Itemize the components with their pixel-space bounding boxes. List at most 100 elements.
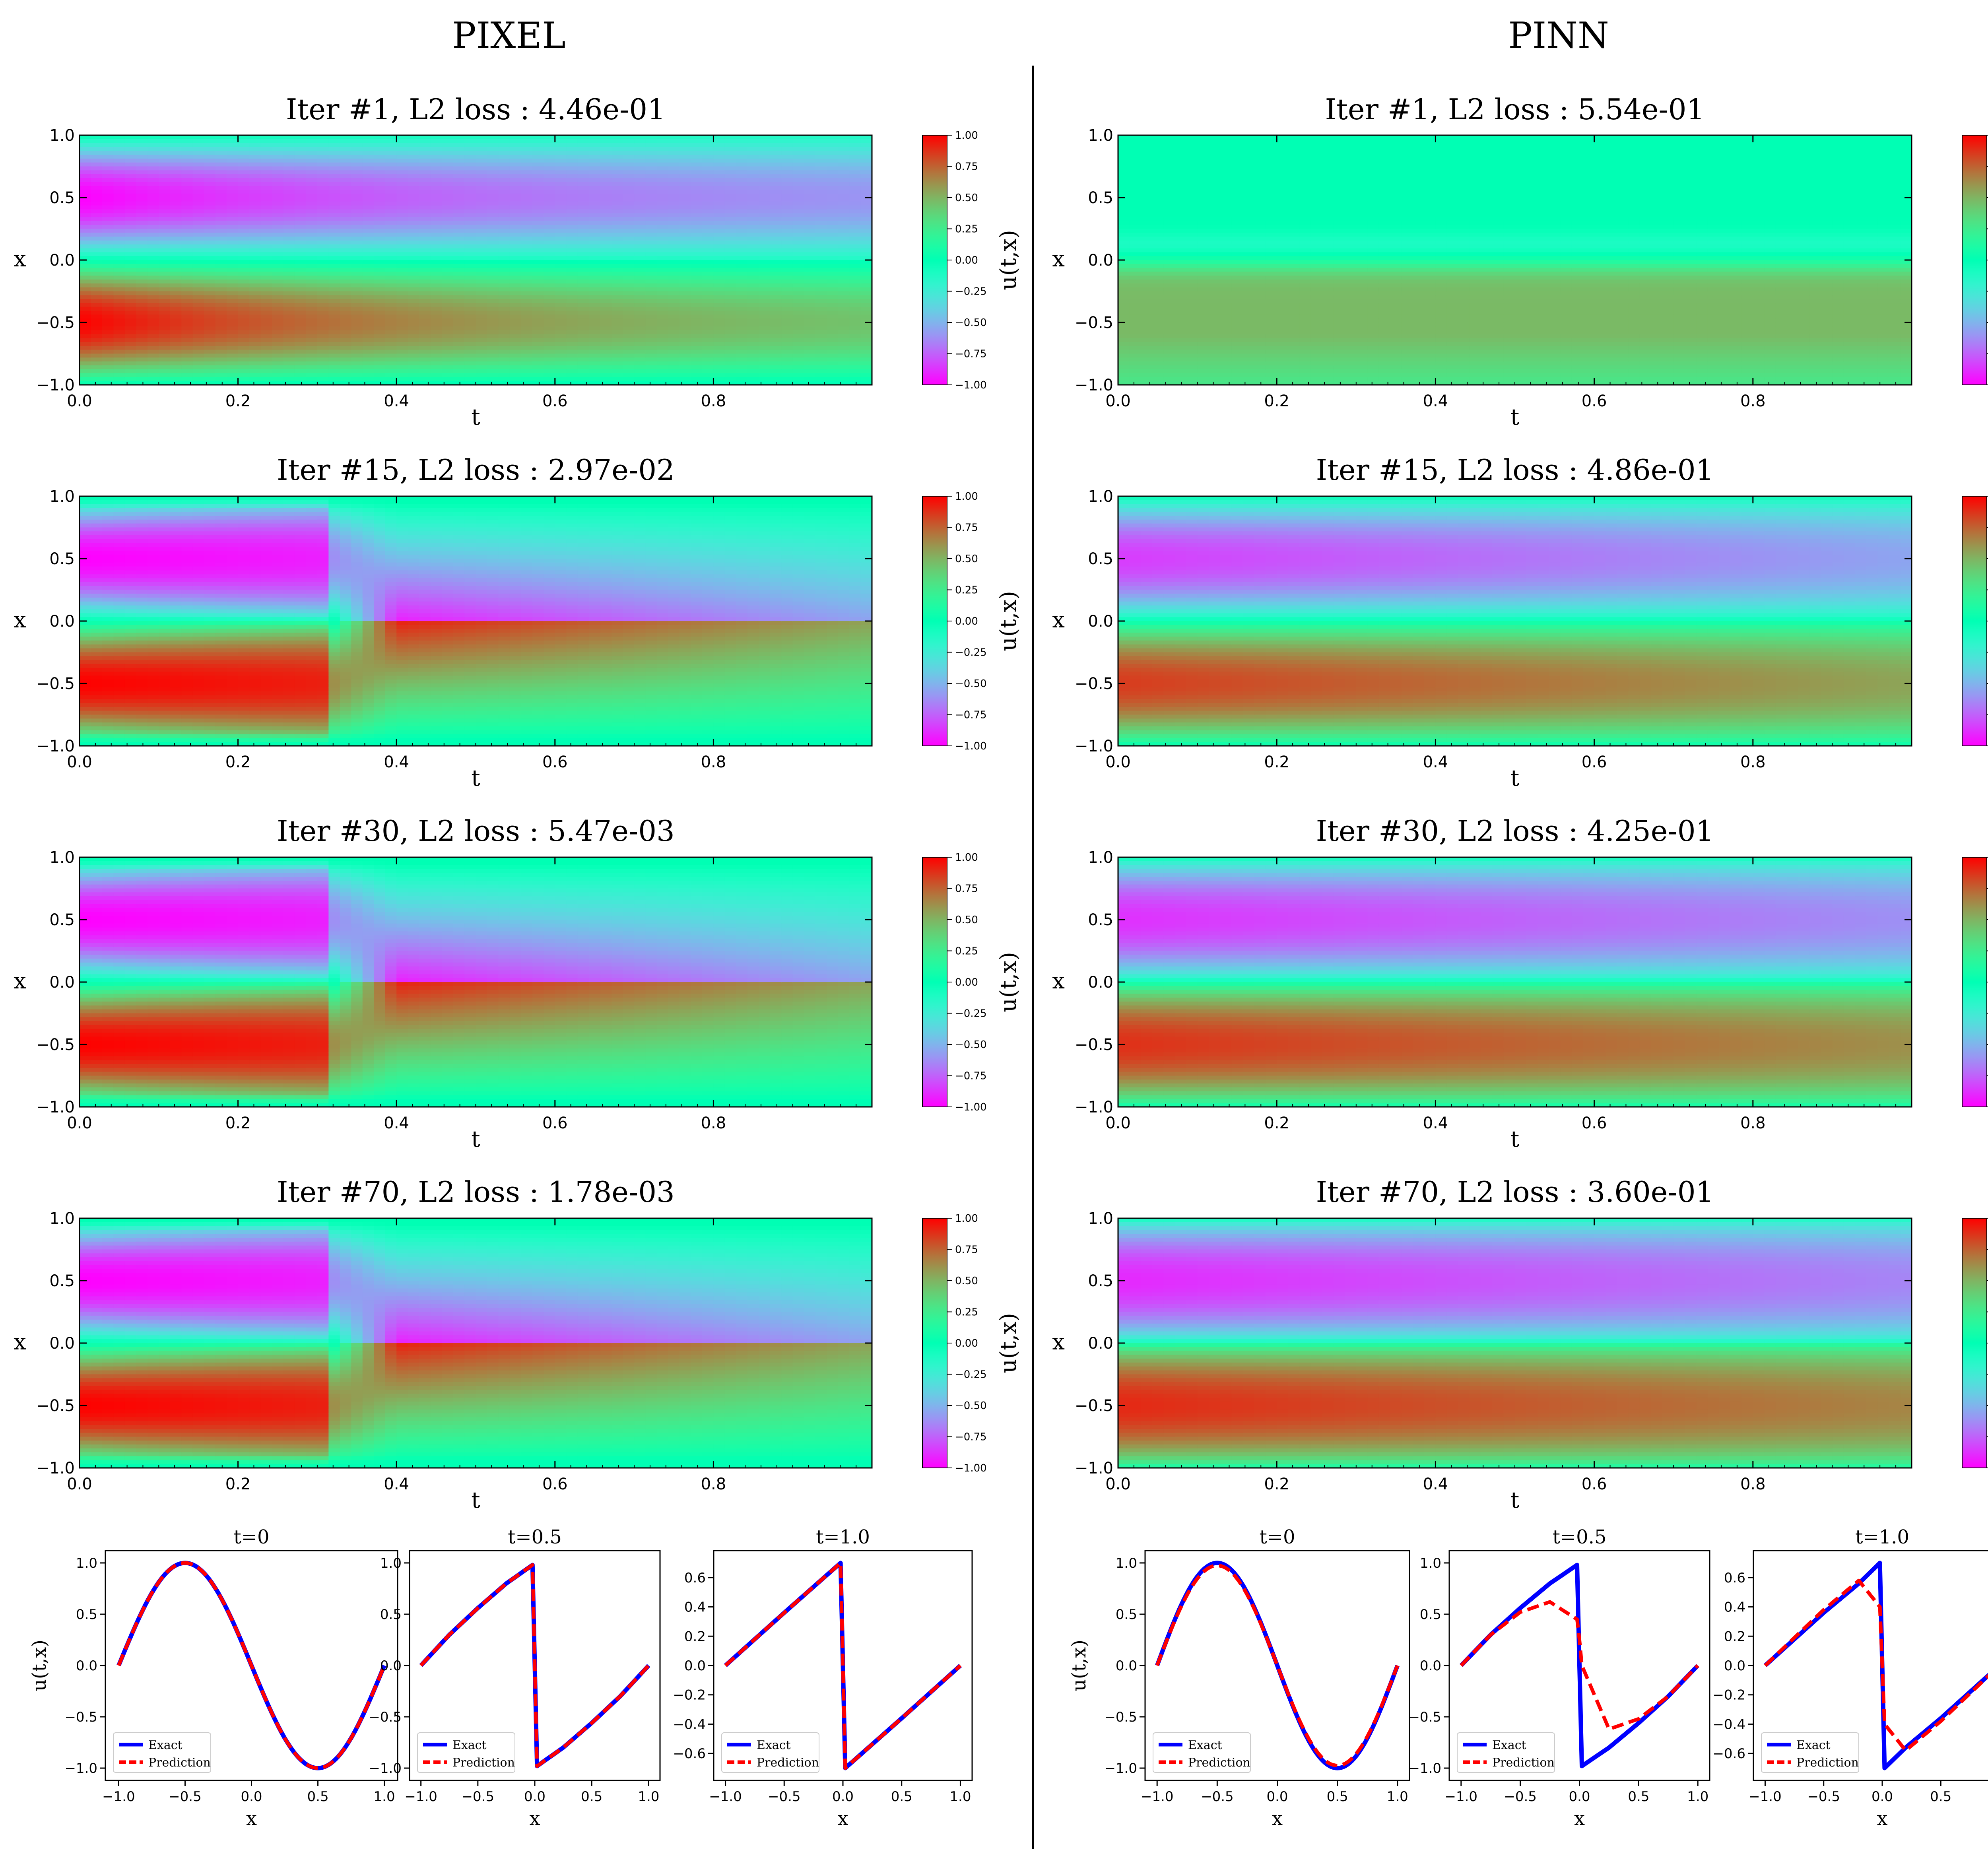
heatmap-cell <box>170 326 182 331</box>
heatmap-cell <box>238 311 250 315</box>
heatmap-cell <box>249 190 261 194</box>
heatmap-cell <box>136 272 148 276</box>
heatmap-cell <box>215 198 227 202</box>
heatmap-cell <box>136 159 148 163</box>
heatmap-cell <box>227 369 239 374</box>
heatmap-cell <box>148 342 159 346</box>
heatmap-cell <box>227 135 239 140</box>
heatmap-cell <box>102 369 114 374</box>
heatmap-cell <box>80 241 91 245</box>
heatmap-cell <box>148 361 159 366</box>
heatmap-cell <box>159 326 171 331</box>
heatmap-cell <box>181 163 193 167</box>
heatmap-cell <box>102 167 114 171</box>
heatmap-cell <box>136 147 148 151</box>
heatmap-cell <box>113 373 125 378</box>
heatmap-cell <box>102 178 114 182</box>
heatmap-cell <box>193 357 205 362</box>
heatmap-cell <box>91 198 103 202</box>
heatmap-cell <box>113 194 125 198</box>
heatmap-cell <box>102 182 114 186</box>
heatmap-cell <box>113 139 125 144</box>
heatmap-cell <box>170 209 182 214</box>
heatmap-cell <box>215 159 227 163</box>
heatmap-cell <box>148 143 159 148</box>
heatmap-cell <box>148 318 159 323</box>
heatmap-cell <box>91 264 103 268</box>
heatmap-cell <box>227 178 239 182</box>
heatmap-cell <box>249 178 261 182</box>
heatmap-cell <box>91 221 103 225</box>
heatmap-cell <box>170 206 182 210</box>
heatmap-cell <box>136 248 148 253</box>
heatmap-cell <box>215 260 227 264</box>
heatmap-cell <box>193 252 205 256</box>
heatmap-cell <box>80 252 91 256</box>
heatmap-cell <box>80 155 91 159</box>
heatmap-cell <box>249 151 261 155</box>
heatmap-cell <box>227 163 239 167</box>
heatmap-cell <box>181 346 193 350</box>
column-title-pinn: PINN <box>1508 15 1609 56</box>
heatmap-cell <box>238 155 250 159</box>
heatmap-cell <box>102 350 114 354</box>
heatmap-cell <box>227 268 239 272</box>
heatmap-cell <box>80 338 91 342</box>
heatmap-cell <box>148 194 159 198</box>
heatmap-cell <box>215 346 227 350</box>
heatmap-cell <box>193 202 205 206</box>
heatmap-cell <box>249 194 261 198</box>
heatmap-cell <box>113 237 125 241</box>
heatmap-cell <box>181 334 193 338</box>
heatmap-cell <box>170 303 182 307</box>
heatmap-cell <box>136 241 148 245</box>
heatmap-cell <box>193 326 205 331</box>
heatmap-cell <box>193 151 205 155</box>
heatmap-cell <box>80 209 91 214</box>
heatmap-cell <box>113 303 125 307</box>
heatmap-cell <box>102 155 114 159</box>
heatmap-cell <box>125 342 137 346</box>
heatmap-cell <box>238 283 250 288</box>
heatmap-cell <box>113 307 125 311</box>
heatmap-cell <box>215 342 227 346</box>
heatmap-cell <box>125 256 137 260</box>
heatmap-cell <box>181 299 193 303</box>
heatmap-cell <box>238 256 250 260</box>
heatmap-title: Iter #1, L2 loss : 4.46e-01 <box>286 93 666 126</box>
heatmap-cell <box>170 264 182 268</box>
heatmap-cell <box>193 143 205 148</box>
heatmap-cell <box>80 233 91 237</box>
heatmap-cell <box>102 318 114 323</box>
heatmap-cell <box>136 217 148 221</box>
heatmap-cell <box>204 377 216 381</box>
heatmap-cell <box>159 322 171 327</box>
heatmap-cell <box>125 209 137 214</box>
heatmap-cell <box>102 377 114 381</box>
heatmap-cell <box>148 206 159 210</box>
heatmap-cell <box>181 268 193 272</box>
heatmap-cell <box>204 225 216 229</box>
heatmap-cell <box>113 248 125 253</box>
heatmap-cell <box>204 280 216 284</box>
heatmap-cell <box>227 260 239 264</box>
heatmap-cell <box>136 303 148 307</box>
heatmap-cell <box>159 209 171 214</box>
heatmap-cell <box>80 147 91 151</box>
heatmap-cell <box>125 334 137 338</box>
heatmap-cell <box>113 147 125 151</box>
heatmap-cell <box>204 182 216 186</box>
heatmap-cell <box>215 147 227 151</box>
heatmap-cell <box>91 256 103 260</box>
heatmap-cell <box>215 155 227 159</box>
heatmap-cell <box>125 147 137 151</box>
heatmap-cell <box>170 225 182 229</box>
heatmap-cell <box>113 143 125 148</box>
heatmap-cell <box>170 373 182 378</box>
heatmap-cell <box>159 330 171 335</box>
heatmap-cell <box>148 334 159 338</box>
heatmap-cell <box>159 280 171 284</box>
heatmap-cell <box>238 190 250 194</box>
heatmap-cell <box>181 209 193 214</box>
heatmap-cell <box>136 311 148 315</box>
